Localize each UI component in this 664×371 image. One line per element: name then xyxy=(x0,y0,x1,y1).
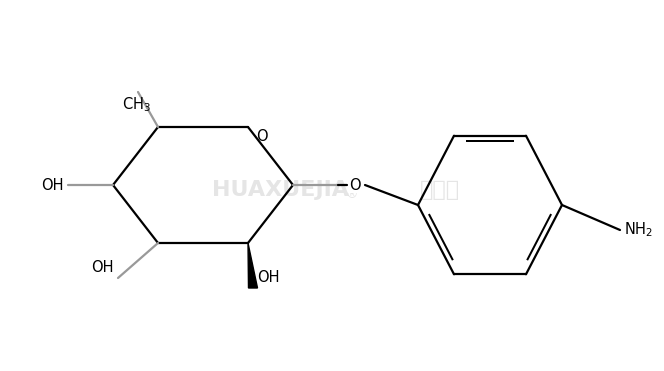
Text: OH: OH xyxy=(41,177,64,193)
Text: ®: ® xyxy=(345,188,357,201)
Text: HUAXUEJIA: HUAXUEJIA xyxy=(212,180,349,200)
Text: O: O xyxy=(256,129,268,144)
Text: OH: OH xyxy=(92,260,114,275)
Text: O: O xyxy=(349,177,361,193)
Text: NH$_2$: NH$_2$ xyxy=(624,221,653,239)
Text: CH$_3$: CH$_3$ xyxy=(122,95,151,114)
Polygon shape xyxy=(248,243,258,288)
Text: 化学加: 化学加 xyxy=(420,180,460,200)
Text: OH: OH xyxy=(257,270,280,285)
